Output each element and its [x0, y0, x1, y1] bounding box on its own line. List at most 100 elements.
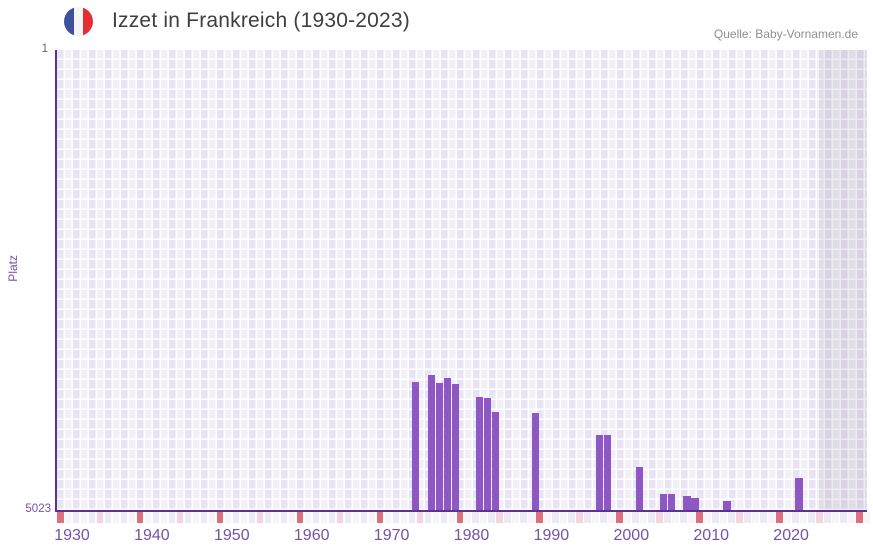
- bar-1996[interactable]: [595, 434, 604, 510]
- half-decade-marker: [176, 512, 184, 523]
- half-decade-marker: [336, 512, 344, 523]
- marker-cell: [504, 512, 511, 523]
- decade-marker: [57, 512, 64, 523]
- decade-marker: [376, 512, 384, 523]
- marker-cell: [528, 512, 535, 523]
- marker-cell: [432, 512, 440, 523]
- marker-cell: [304, 512, 312, 523]
- marker-cell: [232, 512, 240, 523]
- half-decade-marker: [416, 512, 424, 523]
- bar-1976[interactable]: [435, 383, 444, 510]
- marker-cell: [648, 512, 655, 523]
- marker-cell: [312, 512, 320, 523]
- marker-cell: [120, 512, 128, 523]
- marker-cell: [544, 512, 551, 523]
- marker-cell: [328, 512, 336, 523]
- plot-area[interactable]: [55, 50, 867, 512]
- bar-2008[interactable]: [691, 497, 699, 510]
- marker-cell: [672, 512, 679, 523]
- marker-cell: [160, 512, 168, 523]
- bar-1975[interactable]: [427, 375, 436, 510]
- marker-cell: [208, 512, 216, 523]
- marker-cell: [752, 512, 759, 523]
- x-tick-2010: 2010: [693, 527, 729, 544]
- x-tick-1960: 1960: [293, 527, 330, 544]
- marker-cell: [712, 512, 719, 523]
- marker-cell: [248, 512, 256, 523]
- flag-white-stripe: [73, 7, 84, 36]
- marker-cell: [584, 512, 591, 523]
- bar-2005[interactable]: [667, 494, 675, 510]
- flag-blue-stripe: [64, 7, 74, 36]
- marker-cell: [680, 512, 687, 523]
- bar-1997[interactable]: [603, 434, 612, 510]
- marker-cell: [472, 512, 479, 523]
- marker-cell: [863, 512, 871, 523]
- decade-marker: [136, 512, 144, 523]
- marker-cell: [240, 512, 248, 523]
- decade-marker: [776, 512, 783, 523]
- marker-cell: [392, 512, 400, 523]
- marker-cell: [624, 512, 631, 523]
- marker-cell: [112, 512, 120, 523]
- marker-cell: [448, 512, 455, 523]
- bar-1983[interactable]: [491, 411, 500, 510]
- marker-cell: [632, 512, 639, 523]
- x-tick-2000: 2000: [613, 527, 650, 544]
- marker-cell: [128, 512, 136, 523]
- bar-2007[interactable]: [683, 495, 691, 510]
- x-tick-1990: 1990: [533, 527, 570, 544]
- half-decade-marker: [736, 512, 743, 523]
- marker-cell: [152, 512, 160, 523]
- decade-marker: [536, 512, 543, 523]
- marker-cell: [720, 512, 727, 523]
- decade-marker: [856, 512, 863, 523]
- marker-cell: [192, 512, 200, 523]
- decade-marker: [696, 512, 703, 523]
- bar-2004[interactable]: [659, 494, 667, 510]
- marker-cell: [808, 512, 815, 523]
- marker-cell: [792, 512, 799, 523]
- marker-cell: [64, 512, 72, 523]
- marker-cell: [344, 512, 352, 523]
- marker-cell: [280, 512, 288, 523]
- bar-1981[interactable]: [475, 397, 484, 510]
- bar-2001[interactable]: [635, 466, 644, 510]
- x-tick-1940: 1940: [134, 527, 170, 544]
- marker-cell: [608, 512, 615, 523]
- decade-marker-strip: [55, 512, 873, 523]
- bar-2012[interactable]: [723, 500, 731, 510]
- decade-marker: [216, 512, 224, 523]
- marker-cell: [272, 512, 280, 523]
- marker-cell: [600, 512, 607, 523]
- marker-cell: [224, 512, 232, 523]
- marker-cell: [184, 512, 192, 523]
- marker-cell: [560, 512, 567, 523]
- marker-cell: [368, 512, 376, 523]
- marker-cell: [520, 512, 527, 523]
- marker-cell: [360, 512, 368, 523]
- bar-1978[interactable]: [451, 384, 460, 510]
- x-tick-2020: 2020: [773, 527, 809, 544]
- marker-cell: [464, 512, 471, 523]
- marker-cell: [264, 512, 272, 523]
- bar-1977[interactable]: [443, 377, 452, 510]
- marker-cell: [840, 512, 847, 523]
- bar-1988[interactable]: [531, 412, 540, 510]
- source-credit: Quelle: Baby-Vornamen.de: [713, 27, 858, 41]
- bar-2021[interactable]: [795, 477, 803, 510]
- marker-cell: [200, 512, 208, 523]
- bar-1982[interactable]: [483, 397, 492, 510]
- decade-marker: [456, 512, 463, 523]
- half-decade-marker: [656, 512, 663, 523]
- marker-cell: [848, 512, 855, 523]
- marker-cell: [784, 512, 791, 523]
- decade-marker: [616, 512, 623, 523]
- y-axis-title: Platz: [6, 255, 20, 282]
- marker-cell: [408, 512, 416, 523]
- marker-cell: [704, 512, 711, 523]
- bar-1973[interactable]: [411, 382, 420, 510]
- decade-marker: [296, 512, 304, 523]
- marker-cell: [552, 512, 559, 523]
